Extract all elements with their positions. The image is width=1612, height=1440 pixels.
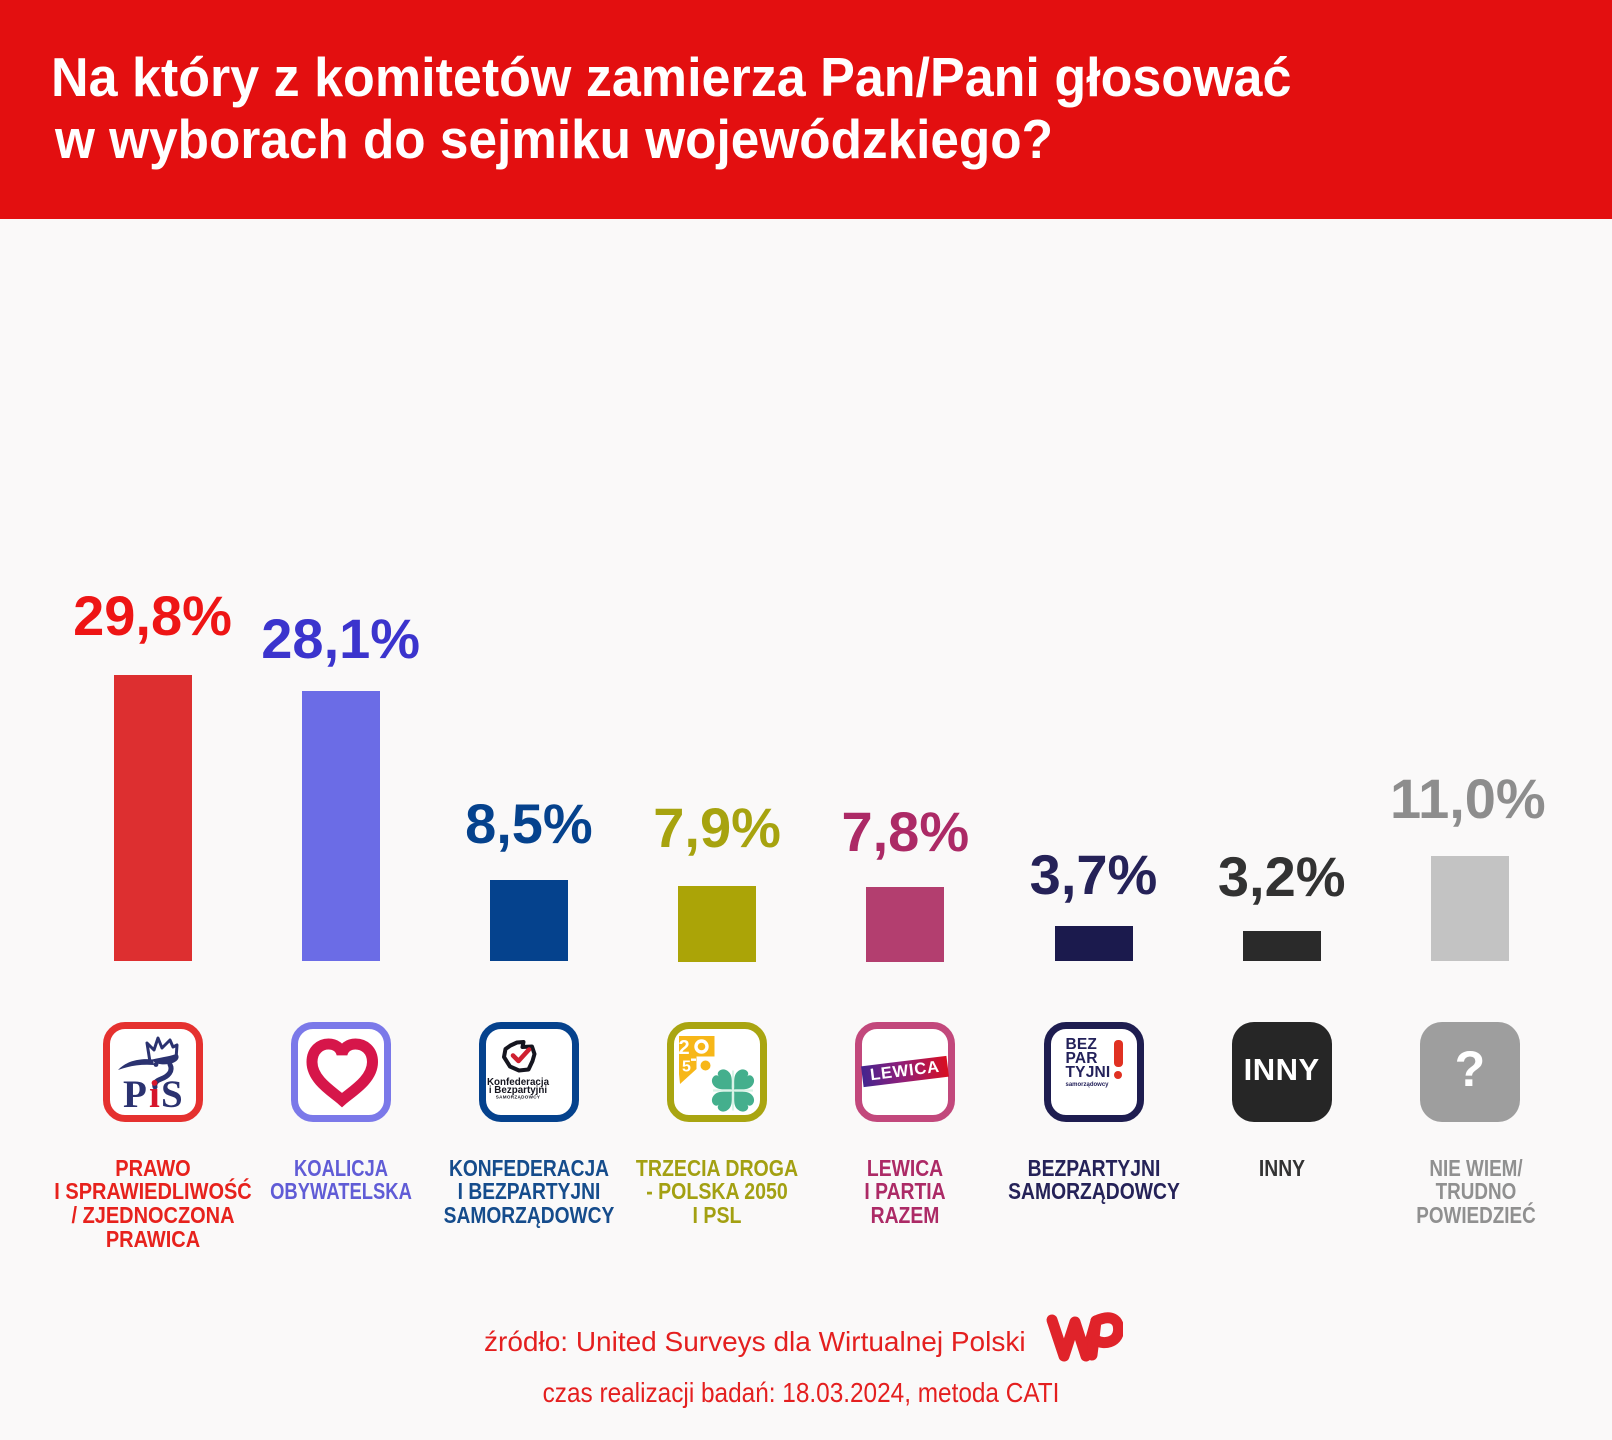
svg-text:5: 5 [682,1059,691,1076]
svg-text:2: 2 [679,1037,690,1059]
svg-text:i Bezpartyjni: i Bezpartyjni [489,1085,548,1096]
svg-text:i: i [149,1073,160,1115]
svg-text:P: P [123,1073,147,1115]
svg-text:Konfederacja: Konfederacja [487,1077,550,1088]
svg-text:S: S [161,1073,183,1115]
svg-text:SAMORZĄDOWCY: SAMORZĄDOWCY [496,1095,540,1100]
